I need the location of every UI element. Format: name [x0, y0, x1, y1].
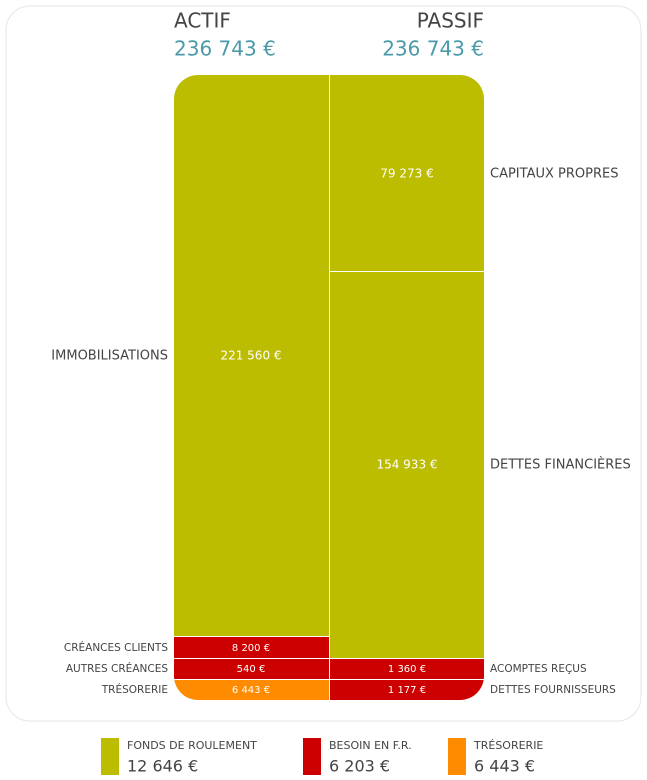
legend-swatch [101, 738, 119, 775]
legend-value: 6 203 € [329, 757, 390, 776]
segment-value: 1 360 € [388, 664, 426, 675]
legend-label: FONDS DE ROULEMENT [127, 739, 257, 752]
segment [174, 75, 329, 636]
segment-label: DETTES FOURNISSEURS [490, 684, 616, 696]
segment-label: CRÉANCES CLIENTS [64, 641, 168, 654]
segment [174, 659, 329, 679]
segment-value: 1 177 € [388, 685, 426, 696]
actif-total: 236 743 € [174, 37, 276, 61]
segment-label: IMMOBILISATIONS [51, 349, 168, 364]
segment [330, 75, 484, 271]
legend-value: 6 443 € [474, 757, 535, 776]
segment [330, 659, 484, 679]
segment-value: 8 200 € [232, 643, 270, 654]
legend-label: TRÉSORERIE [473, 739, 543, 752]
segment [330, 272, 484, 658]
segment-label: ACOMPTES REÇUS [490, 663, 587, 675]
segment-label: TRÉSORERIE [101, 683, 168, 696]
bars [174, 75, 484, 700]
legend-swatch [303, 738, 321, 775]
passif-title: PASSIF [417, 9, 484, 33]
segment-value: 79 273 € [380, 167, 433, 181]
segment-value: 221 560 € [220, 349, 281, 363]
segment-value: 540 € [237, 664, 266, 675]
passif-total: 236 743 € [382, 37, 484, 61]
legend-swatch [448, 738, 466, 775]
legend-value: 12 646 € [127, 757, 198, 776]
segment-label: CAPITAUX PROPRES [490, 167, 618, 182]
segment-label: DETTES FINANCIÈRES [490, 457, 631, 473]
segment [330, 680, 484, 700]
segment [174, 637, 329, 658]
segment-value: 6 443 € [232, 685, 270, 696]
actif-title: ACTIF [174, 9, 231, 33]
segment-label: AUTRES CRÉANCES [66, 662, 168, 675]
segment-value: 154 933 € [376, 458, 437, 472]
segment [174, 680, 329, 700]
legend-label: BESOIN EN F.R. [329, 739, 412, 752]
